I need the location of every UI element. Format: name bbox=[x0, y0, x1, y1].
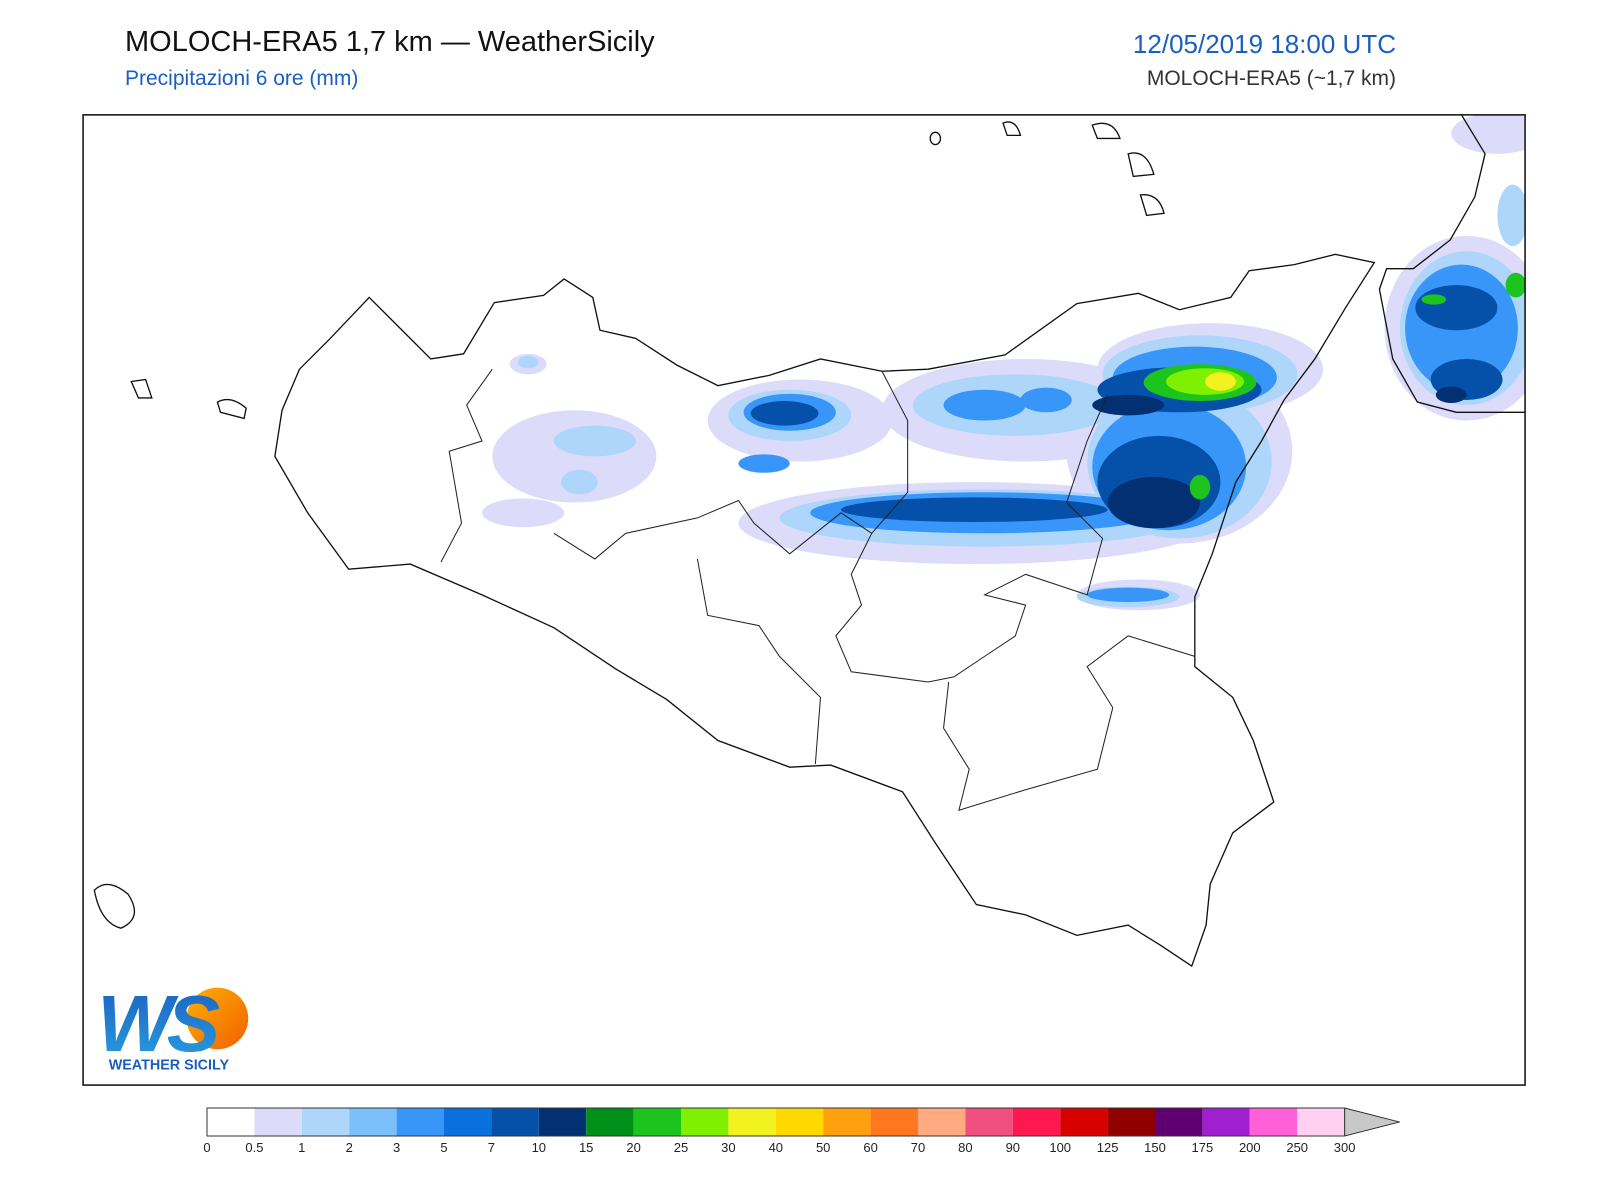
colorbar-swatch bbox=[301, 1108, 350, 1136]
colorbar-label: 2 bbox=[346, 1140, 353, 1155]
logo-sun bbox=[186, 987, 249, 1050]
colorbar-swatch bbox=[1012, 1108, 1061, 1136]
colorbar-label: 3 bbox=[393, 1140, 400, 1155]
colorbar-label: 50 bbox=[816, 1140, 830, 1155]
colorbar-outline bbox=[206, 1107, 1346, 1137]
colorbar-label: 40 bbox=[769, 1140, 783, 1155]
colorbar-label: 25 bbox=[674, 1140, 688, 1155]
colorbar-label: 300 bbox=[1334, 1140, 1356, 1155]
logo: WS WEATHER SICILY bbox=[97, 979, 249, 1074]
colorbar-label: 80 bbox=[958, 1140, 972, 1155]
logo-name: WEATHER SICILY bbox=[109, 1058, 230, 1074]
colorbar-label: 100 bbox=[1049, 1140, 1071, 1155]
colorbar-label: 60 bbox=[863, 1140, 877, 1155]
colorbar: 0 0.5 1 2 3 5 7 10 15 20 25 30 40 50 60 70 80 90 100 125 150… bbox=[203, 1107, 1400, 1155]
colorbar-label: 70 bbox=[911, 1140, 925, 1155]
colorbar-swatch bbox=[586, 1108, 634, 1136]
colorbar-swatch bbox=[681, 1108, 729, 1136]
colorbar-label: 200 bbox=[1239, 1140, 1261, 1155]
colorbar-swatch bbox=[1155, 1108, 1203, 1136]
colorbar-label: 90 bbox=[1006, 1140, 1020, 1155]
colorbar-swatch bbox=[870, 1108, 918, 1136]
colorbar-label: 250 bbox=[1286, 1140, 1308, 1155]
colorbar-label: 15 bbox=[579, 1140, 593, 1155]
colorbar-label: 5 bbox=[440, 1140, 447, 1155]
colorbar-label: 7 bbox=[488, 1140, 495, 1155]
colorbar-swatch bbox=[728, 1108, 776, 1136]
colorbar-label: 20 bbox=[626, 1140, 640, 1155]
colorbar-swatch bbox=[1060, 1108, 1108, 1136]
colorbar-label: 175 bbox=[1192, 1140, 1214, 1155]
colorbar-swatch bbox=[1249, 1108, 1298, 1136]
colorbar-swatch bbox=[491, 1108, 539, 1136]
map-title: MOLOCH-ERA5 1,7 km — WeatherSicily bbox=[125, 26, 655, 58]
colorbar-label: 10 bbox=[532, 1140, 546, 1155]
colorbar-label: 150 bbox=[1144, 1140, 1166, 1155]
precipitation-field bbox=[482, 114, 1526, 611]
colorbar-swatch bbox=[207, 1108, 255, 1136]
map-frame bbox=[82, 114, 1526, 1086]
colorbar-swatch bbox=[1297, 1108, 1345, 1136]
colorbar-swatch bbox=[965, 1108, 1013, 1136]
colorbar-label: 30 bbox=[721, 1140, 735, 1155]
colorbar-label: 125 bbox=[1097, 1140, 1119, 1155]
colorbar-label: 0 bbox=[203, 1140, 210, 1155]
colorbar-swatch bbox=[1107, 1108, 1155, 1136]
valid-time: 12/05/2019 18:00 UTC bbox=[1132, 29, 1396, 59]
colorbar-swatch bbox=[633, 1108, 681, 1136]
colorbar-swatch bbox=[775, 1108, 824, 1136]
colorbar-swatch bbox=[823, 1108, 871, 1136]
colorbar-swatch bbox=[349, 1108, 397, 1136]
colorbar-swatch bbox=[254, 1108, 302, 1136]
logo-mark: WS bbox=[97, 979, 219, 1068]
colorbar-swatch bbox=[538, 1108, 587, 1136]
colorbar-swatch bbox=[444, 1108, 492, 1136]
coastlines bbox=[93, 114, 1526, 968]
colorbar-swatch bbox=[918, 1108, 966, 1136]
model-label: MOLOCH-ERA5 (~1,7 km) bbox=[1146, 67, 1396, 90]
colorbar-swatch bbox=[1202, 1108, 1250, 1136]
map-subtitle: Precipitazioni 6 ore (mm) bbox=[125, 67, 359, 90]
colorbar-label: 1 bbox=[298, 1140, 305, 1155]
colorbar-swatch bbox=[396, 1108, 444, 1136]
colorbar-label: 0.5 bbox=[245, 1140, 263, 1155]
colorbar-extend bbox=[1344, 1107, 1400, 1137]
province-borders bbox=[440, 368, 1195, 811]
